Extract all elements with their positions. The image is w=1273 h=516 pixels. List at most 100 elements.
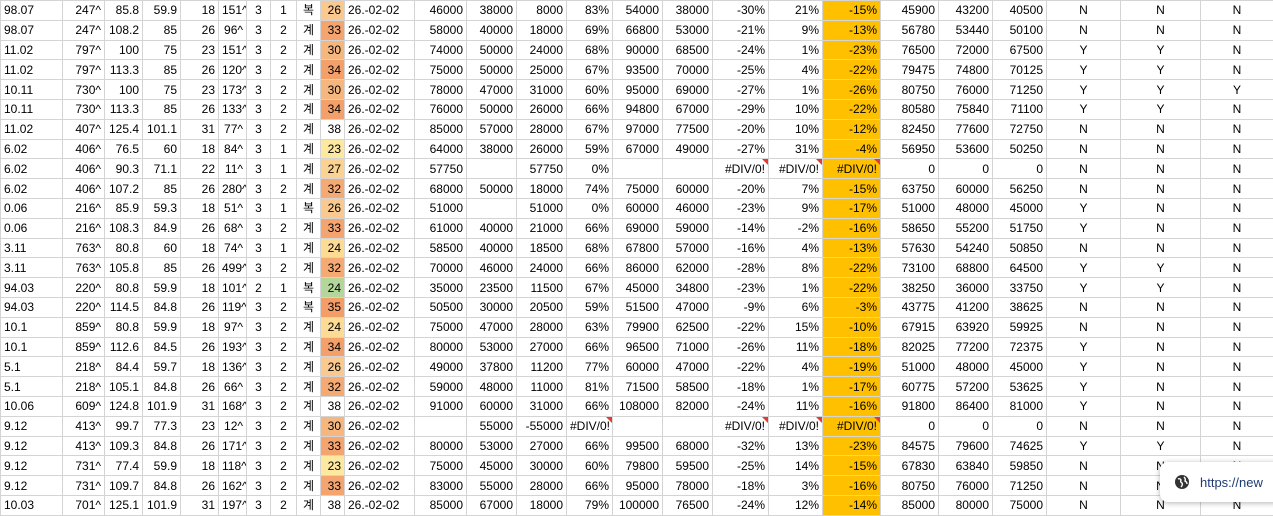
sheet-cell[interactable]: 26	[181, 337, 219, 357]
sheet-cell[interactable]: 2	[271, 317, 297, 337]
sheet-cell[interactable]: 84.9	[143, 218, 181, 238]
sheet-cell[interactable]: 90000	[613, 40, 663, 60]
sheet-cell[interactable]: 220^	[63, 278, 105, 298]
sheet-cell[interactable]: Y	[1121, 258, 1201, 278]
sheet-cell[interactable]: 120^	[219, 60, 247, 80]
sheet-cell[interactable]: 53000	[467, 337, 517, 357]
sheet-cell[interactable]	[613, 416, 663, 436]
sheet-cell[interactable]: Y	[1121, 60, 1201, 80]
sheet-cell[interactable]: 복	[297, 278, 321, 298]
sheet-cell[interactable]: 67000	[663, 99, 713, 119]
sheet-cell[interactable]: 2	[271, 476, 297, 496]
sheet-cell[interactable]: 9.12	[1, 476, 63, 496]
sheet-cell[interactable]: 계	[297, 436, 321, 456]
sheet-cell[interactable]: 701^	[63, 495, 105, 515]
sheet-cell[interactable]: 45000	[467, 456, 517, 476]
sheet-cell[interactable]: 74000	[415, 40, 467, 60]
sheet-cell[interactable]: Y	[1121, 278, 1201, 298]
sheet-cell[interactable]: -17%	[823, 377, 881, 397]
sheet-cell[interactable]: 30000	[517, 456, 567, 476]
sheet-cell[interactable]: 66%	[567, 99, 613, 119]
sheet-cell[interactable]: 45000	[993, 198, 1047, 218]
sheet-cell[interactable]: 109.3	[105, 436, 143, 456]
sheet-cell[interactable]: #DIV/0!	[713, 159, 769, 179]
sheet-cell[interactable]: Y	[1121, 80, 1201, 100]
sheet-cell[interactable]: 763^	[63, 258, 105, 278]
sheet-cell[interactable]: -25%	[713, 60, 769, 80]
sheet-cell[interactable]: N	[1047, 476, 1121, 496]
sheet-cell[interactable]: -9%	[713, 297, 769, 317]
sheet-cell[interactable]: 3	[247, 99, 271, 119]
sheet-cell[interactable]: 계	[297, 337, 321, 357]
sheet-cell[interactable]: N	[1201, 377, 1273, 397]
sheet-cell[interactable]: 96500	[613, 337, 663, 357]
sheet-cell[interactable]: 23	[181, 416, 219, 436]
sheet-cell[interactable]: 48000	[939, 198, 993, 218]
sheet-cell[interactable]: 계	[297, 80, 321, 100]
sheet-cell[interactable]: 30	[321, 80, 345, 100]
sheet-cell[interactable]: 859^	[63, 317, 105, 337]
sheet-cell[interactable]: 3	[247, 60, 271, 80]
sheet-cell[interactable]: 63840	[939, 456, 993, 476]
sheet-cell[interactable]: 3	[247, 396, 271, 416]
sheet-cell[interactable]: #DIV/0!	[713, 416, 769, 436]
sheet-cell[interactable]: 24	[321, 278, 345, 298]
sheet-cell[interactable]: 26.-02-02	[345, 396, 415, 416]
sheet-cell[interactable]: 0	[993, 159, 1047, 179]
sheet-cell[interactable]: 2	[271, 40, 297, 60]
sheet-cell[interactable]: 859^	[63, 337, 105, 357]
sheet-cell[interactable]: N	[1201, 218, 1273, 238]
sheet-cell[interactable]: -22%	[823, 99, 881, 119]
sheet-cell[interactable]: N	[1201, 40, 1273, 60]
sheet-cell[interactable]: -26%	[713, 337, 769, 357]
sheet-cell[interactable]: 11500	[517, 278, 567, 298]
sheet-cell[interactable]: 57200	[939, 377, 993, 397]
sheet-cell[interactable]: 99500	[613, 436, 663, 456]
sheet-cell[interactable]: 계	[297, 238, 321, 258]
sheet-cell[interactable]: 67915	[881, 317, 939, 337]
sheet-cell[interactable]: -23%	[823, 40, 881, 60]
sheet-cell[interactable]: 79%	[567, 495, 613, 515]
sheet-cell[interactable]: 280^	[219, 179, 247, 199]
sheet-cell[interactable]: 24000	[517, 258, 567, 278]
sheet-cell[interactable]: N	[1047, 159, 1121, 179]
sheet-cell[interactable]: 151^	[219, 40, 247, 60]
sheet-cell[interactable]: 83000	[415, 476, 467, 496]
sheet-cell[interactable]: 2	[271, 436, 297, 456]
sheet-cell[interactable]: Y	[1121, 99, 1201, 119]
sheet-cell[interactable]: 37800	[467, 357, 517, 377]
sheet-cell[interactable]: 68000	[663, 436, 713, 456]
sheet-cell[interactable]: 26.-02-02	[345, 337, 415, 357]
sheet-cell[interactable]: 101.9	[143, 396, 181, 416]
sheet-cell[interactable]: 3	[247, 238, 271, 258]
sheet-cell[interactable]: 80750	[881, 476, 939, 496]
sheet-cell[interactable]: Y	[1201, 80, 1273, 100]
sheet-cell[interactable]: 26.-02-02	[345, 99, 415, 119]
sheet-cell[interactable]: 50000	[467, 60, 517, 80]
sheet-cell[interactable]: -2%	[769, 218, 823, 238]
sheet-cell[interactable]: 3	[247, 495, 271, 515]
sheet-cell[interactable]: 1%	[769, 40, 823, 60]
sheet-cell[interactable]: 69000	[663, 80, 713, 100]
sheet-cell[interactable]: 46000	[663, 198, 713, 218]
sheet-cell[interactable]: 80580	[881, 99, 939, 119]
sheet-cell[interactable]: 27000	[517, 337, 567, 357]
sheet-cell[interactable]: 68800	[939, 258, 993, 278]
sheet-cell[interactable]: 75	[143, 80, 181, 100]
sheet-cell[interactable]: 71100	[993, 99, 1047, 119]
sheet-cell[interactable]: -22%	[713, 317, 769, 337]
sheet-cell[interactable]: 14%	[769, 456, 823, 476]
sheet-cell[interactable]: 1	[271, 278, 297, 298]
sheet-cell[interactable]: N	[1047, 416, 1121, 436]
sheet-cell[interactable]: 85	[143, 179, 181, 199]
sheet-cell[interactable]: 218^	[63, 357, 105, 377]
sheet-cell[interactable]: 0%	[567, 159, 613, 179]
sheet-cell[interactable]: -14%	[823, 495, 881, 515]
sheet-cell[interactable]: 220^	[63, 297, 105, 317]
sheet-cell[interactable]: 49000	[415, 357, 467, 377]
sheet-cell[interactable]: 47000	[467, 317, 517, 337]
sheet-cell[interactable]: 66%	[567, 436, 613, 456]
sheet-cell[interactable]: Y	[1121, 436, 1201, 456]
sheet-cell[interactable]: 50000	[467, 40, 517, 60]
sheet-cell[interactable]: 113.3	[105, 99, 143, 119]
